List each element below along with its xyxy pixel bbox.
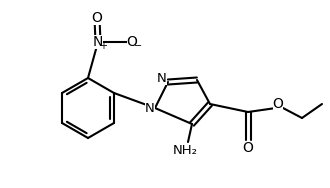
Text: O: O bbox=[91, 11, 102, 25]
Text: NH₂: NH₂ bbox=[173, 143, 197, 156]
Text: −: − bbox=[134, 41, 142, 51]
Text: N: N bbox=[145, 102, 155, 114]
Text: N: N bbox=[157, 71, 167, 84]
Text: O: O bbox=[127, 35, 137, 49]
Text: +: + bbox=[99, 41, 107, 51]
Text: O: O bbox=[243, 141, 253, 155]
Text: O: O bbox=[273, 97, 283, 111]
Text: N: N bbox=[93, 35, 103, 49]
